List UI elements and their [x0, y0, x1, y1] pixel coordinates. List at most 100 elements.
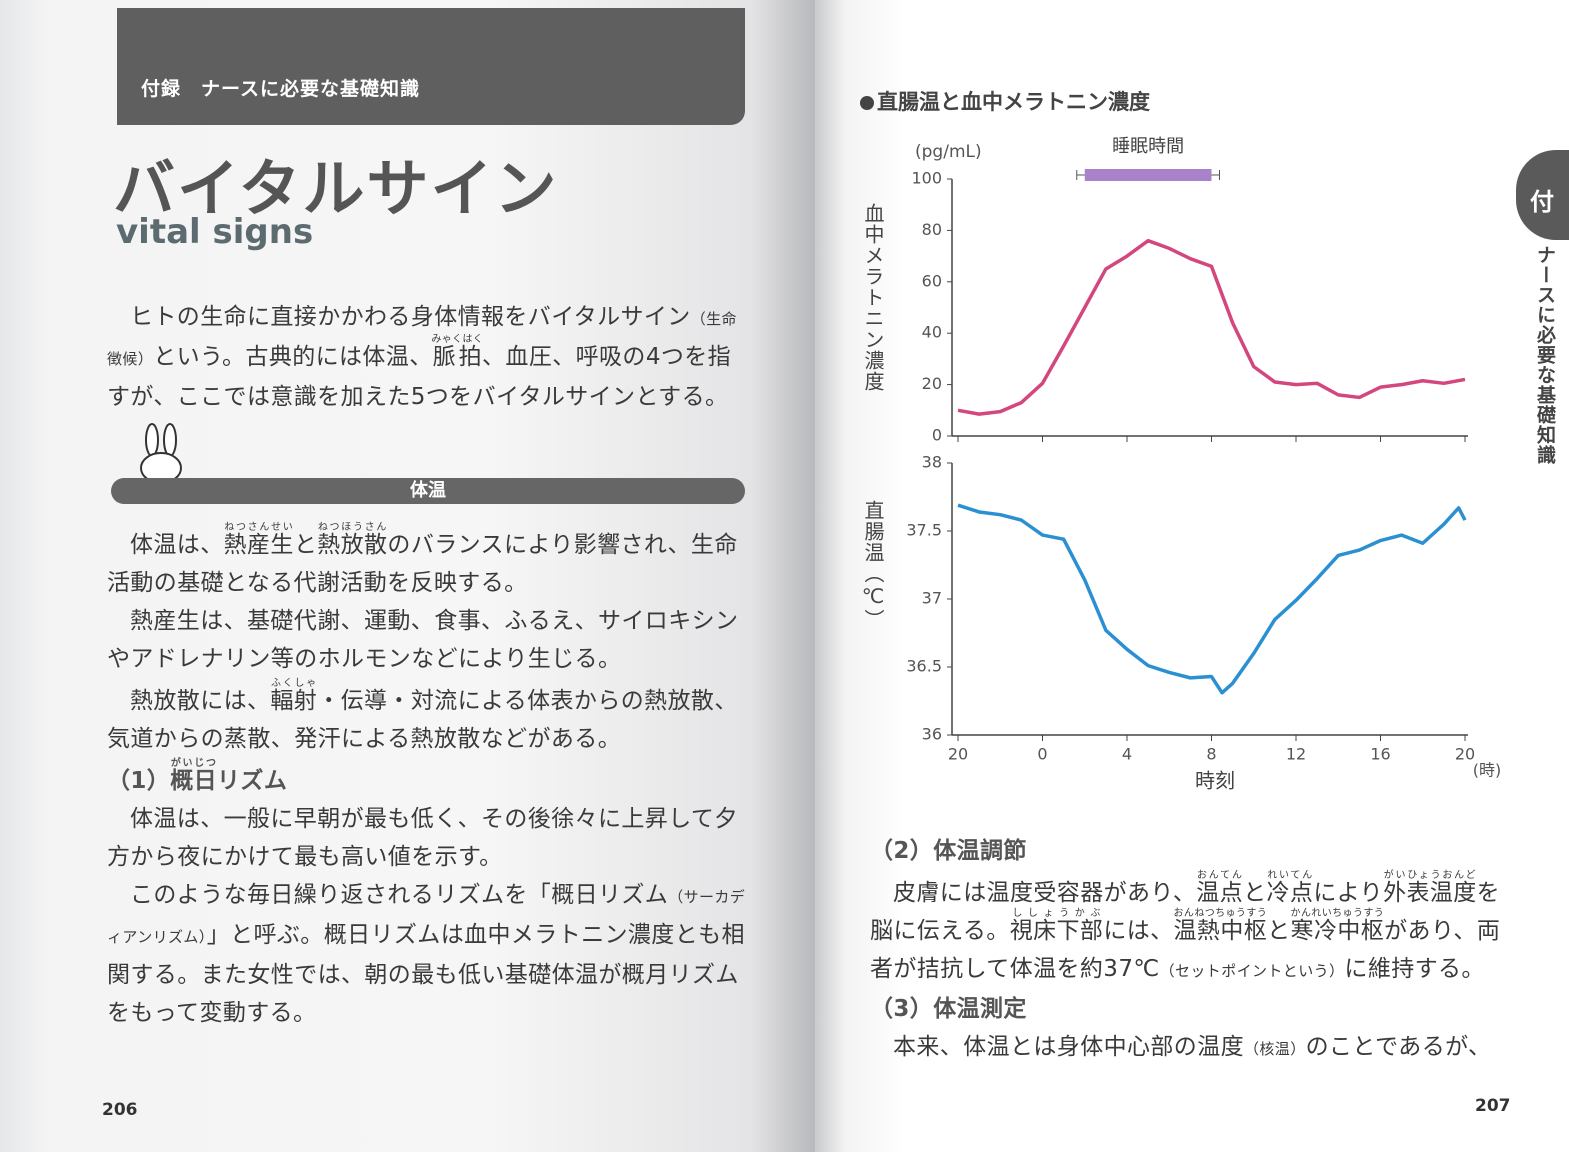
text-run: のバランスにより影響され、生命活動の基礎となる代謝活動を反映する。	[107, 532, 738, 596]
tab-text: ナースに必要な基礎知識	[1534, 245, 1556, 465]
text-run: （2）体温調節	[870, 838, 1027, 864]
sleep-label: 睡眠時間	[1112, 136, 1184, 157]
y-tick-label: 40	[922, 323, 942, 342]
ruby-base: 外表温度	[1383, 880, 1477, 906]
subheading: （2）体温調節	[870, 832, 1510, 870]
header-text: 付録 ナースに必要な基礎知識	[141, 78, 421, 100]
section-title: 体温	[410, 480, 446, 501]
paragraph: 熱産生は、基礎代謝、運動、食事、ふるえ、サイロキシンやアドレナリン等のホルモンな…	[107, 602, 747, 678]
ruby-base: 温点	[1196, 880, 1244, 906]
paragraph: 体温は、一般に早朝が最も低く、その後徐々に上昇して夕方から夜にかけて最も高い値を…	[107, 800, 747, 876]
ruby-reading: ふくしゃ	[270, 678, 318, 689]
ruby-word: 外表温度がいひょうおんど	[1383, 871, 1477, 907]
y-axis-unit: (pg/mL)	[915, 142, 982, 162]
y-tick-label: 37	[922, 589, 942, 608]
x-axis-label: 時刻	[1195, 769, 1235, 793]
text-run: 、血圧、呼吸の4つを指すが、ここでは意識を加えた5つをバイタルサインとする。	[107, 344, 732, 410]
ruby-reading: かんれいちゅうすう	[1290, 908, 1385, 919]
y-tick-label: 60	[922, 271, 942, 290]
ruby-reading: ししょうかぶ	[1009, 908, 1104, 919]
data-line	[957, 238, 1466, 416]
ruby-base: 寒冷中枢	[1290, 918, 1385, 944]
text-run: に維持する。	[1344, 956, 1485, 982]
text-run: と	[1243, 880, 1267, 906]
ruby-word: 視床下部ししょうかぶ	[1010, 909, 1104, 945]
ruby-word: 熱産生ねつさんせい	[223, 523, 294, 559]
x-tick-label: 16	[1370, 745, 1390, 764]
y-tick-label: 36.5	[906, 657, 942, 676]
left-page: 付録 ナースに必要な基礎知識 バイタルサイン vital signs ヒトの生命…	[0, 0, 815, 1152]
page-subtitle: vital signs	[116, 212, 314, 252]
text-run: （3）体温測定	[870, 996, 1027, 1022]
page-number: 206	[102, 1100, 138, 1120]
subheading: （1）概日がいじつリズム	[107, 758, 747, 800]
bunny-icon	[140, 423, 182, 502]
ruby-word: 温熱中枢おんねつちゅうすう	[1173, 909, 1268, 945]
section-bar: 体温	[111, 478, 745, 504]
y-tick-label: 0	[932, 426, 942, 445]
text-run: という。古典的には体温、	[153, 344, 433, 370]
ruby-reading: おんてん	[1196, 870, 1244, 881]
ruby-word: 温点おんてん	[1196, 871, 1244, 907]
paragraph: 皮膚には温度受容器があり、温点おんてんと冷点れいてんにより外表温度がいひょうおん…	[870, 870, 1510, 990]
side-tab: 付	[1516, 150, 1569, 240]
x-tick-label: 20	[948, 745, 968, 764]
body-text: 体温は、熱産生ねつさんせいと熱放散ねつほうさんのバランスにより影響され、生命活動…	[107, 522, 747, 1032]
text-run: 熱産生は、基礎代謝、運動、食事、ふるえ、サイロキシンやアドレナリン等のホルモンな…	[107, 608, 739, 672]
ruby-word: 寒冷中枢かんれいちゅうすう	[1290, 909, 1385, 945]
text-run: リズム	[217, 768, 288, 794]
ruby-word: 概日がいじつ	[170, 759, 218, 795]
header-band: 付録 ナースに必要な基礎知識	[117, 8, 745, 125]
tab-mark: 付	[1530, 188, 1554, 216]
note: （サーカディアンリズム）	[107, 888, 746, 946]
text-run: には、	[1103, 918, 1174, 944]
x-tick-label: 4	[1122, 745, 1132, 764]
text-run: 体温は、一般に早朝が最も低く、その後徐々に上昇して夕方から夜にかけて最も高い値を…	[107, 806, 738, 870]
text-run: を脳に伝える。	[870, 880, 1501, 944]
page-title: バイタルサイン	[113, 152, 559, 225]
chart-title: 直腸温と血中メラトニン濃度	[877, 90, 1150, 114]
note: （生命徴候）	[107, 310, 737, 368]
ruby-reading: みゃくはく	[431, 334, 484, 345]
ruby-base: 冷点	[1266, 880, 1314, 906]
ruby-word: 脈拍みゃくはく	[431, 335, 483, 371]
y-axis-label: 血中メラトニン濃度	[861, 203, 885, 392]
text-run: ヒトの生命に直接かかわる身体情報をバイタルサイン	[130, 304, 691, 330]
ruby-reading: おんねつちゅうすう	[1173, 908, 1268, 919]
body-text: （2）体温調節皮膚には温度受容器があり、温点おんてんと冷点れいてんにより外表温度…	[870, 832, 1510, 1068]
ruby-reading: れいてん	[1266, 870, 1314, 881]
text-run: 体温は、	[130, 532, 224, 558]
paragraph: 熱放散には、輻射ふくしゃ・伝導・対流による体表からの熱放散、気道からの蒸散、発汗…	[107, 678, 747, 758]
text-run: 」と呼ぶ。概日リズムは血中メラトニン濃度とも相関する。また女性では、朝の最も低い…	[107, 922, 745, 1026]
paragraph: 体温は、熱産生ねつさんせいと熱放散ねつほうさんのバランスにより影響され、生命活動…	[107, 522, 747, 602]
x-tick-label: 20	[1455, 745, 1475, 764]
y-tick-label: 37.5	[906, 521, 942, 540]
paragraph: 本来、体温とは身体中心部の温度（核温）のことであるが、	[870, 1028, 1510, 1068]
paragraph: このような毎日繰り返されるリズムを「概日リズム（サーカディアンリズム）」と呼ぶ。…	[107, 876, 747, 1032]
text-run: と	[293, 532, 318, 558]
page-number: 207	[1475, 1096, 1511, 1116]
ruby-reading: がいひょうおんど	[1383, 870, 1477, 881]
data-line	[957, 503, 1467, 695]
ruby-word: 輻射ふくしゃ	[270, 679, 317, 715]
y-tick-label: 38	[922, 453, 942, 472]
text-run: と	[1267, 918, 1291, 944]
ruby-base: 温熱中枢	[1173, 918, 1268, 944]
ruby-reading: ねつさんせい	[223, 522, 294, 533]
note: （セットポイントという）	[1159, 962, 1345, 980]
text-run: ・伝導・対流による体表からの熱放散、気道からの蒸散、発汗による熱放散などがある。	[107, 688, 738, 752]
text-run: このような毎日繰り返されるリズムを「概日リズム	[130, 882, 669, 908]
x-tick-label: 0	[1037, 745, 1047, 764]
ruby-reading: がいじつ	[170, 758, 218, 769]
y-tick-label: 100	[911, 169, 942, 188]
y-axis-label: 直腸温（℃）	[861, 500, 885, 630]
ruby-base: 熱産生	[223, 532, 294, 558]
ruby-word: 熱放散ねつほうさん	[317, 523, 387, 559]
sleep-bar	[1084, 169, 1212, 181]
text-run: のことであるが、	[1305, 1034, 1492, 1060]
text-run: により	[1313, 880, 1384, 906]
right-page	[815, 0, 1569, 1152]
ruby-base: 概日	[170, 768, 218, 794]
